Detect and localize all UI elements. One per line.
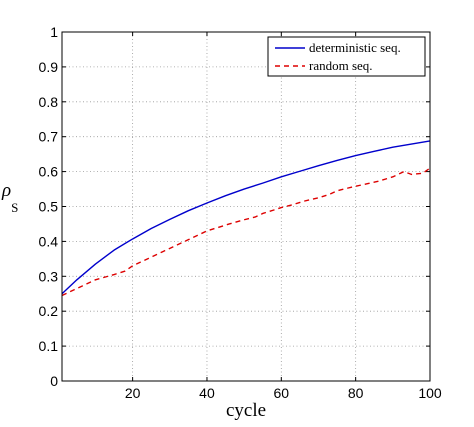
legend: deterministic seq. random seq. (267, 36, 426, 77)
y-tick-label: 0.7 (39, 129, 59, 145)
legend-box (267, 36, 426, 77)
y-axis-label-sub: S (11, 200, 18, 215)
y-tick-label: 0.6 (39, 164, 59, 180)
y-axis-ticks: 0 0.1 0.2 0.3 0.4 0.5 0.6 0.7 0.8 0.9 1 (39, 24, 430, 389)
y-tick-label: 1 (50, 24, 58, 40)
y-tick-label: 0.2 (39, 303, 59, 319)
y-tick-label: 0.5 (39, 199, 59, 215)
plot-area (62, 32, 430, 381)
series-line-random (61, 167, 431, 297)
y-axis-label: ρS (1, 180, 18, 215)
y-tick-label: 0.9 (39, 59, 59, 75)
x-tick-label: 100 (418, 385, 442, 401)
grid-lines (62, 32, 430, 381)
y-tick-label: 0.3 (39, 268, 59, 284)
x-tick-label: 60 (274, 385, 290, 401)
plot-frame (61, 31, 431, 382)
series-line-deterministic (61, 140, 431, 295)
y-axis-label-main: ρ (1, 180, 11, 201)
y-tick-label: 0.4 (39, 233, 59, 249)
y-tick-label: 0.1 (39, 338, 59, 354)
y-tick-label: 0 (50, 373, 58, 389)
y-tick-label: 0.8 (39, 94, 59, 110)
legend-label-deterministic: deterministic seq. (309, 40, 401, 55)
legend-label-random: random seq. (309, 58, 373, 73)
x-tick-label: 20 (125, 385, 141, 401)
x-axis-ticks: 20 40 60 80 100 (125, 32, 442, 401)
x-tick-label: 80 (348, 385, 364, 401)
series-lines (61, 140, 431, 297)
x-tick-label: 40 (199, 385, 215, 401)
x-axis-label: cycle (226, 400, 266, 421)
